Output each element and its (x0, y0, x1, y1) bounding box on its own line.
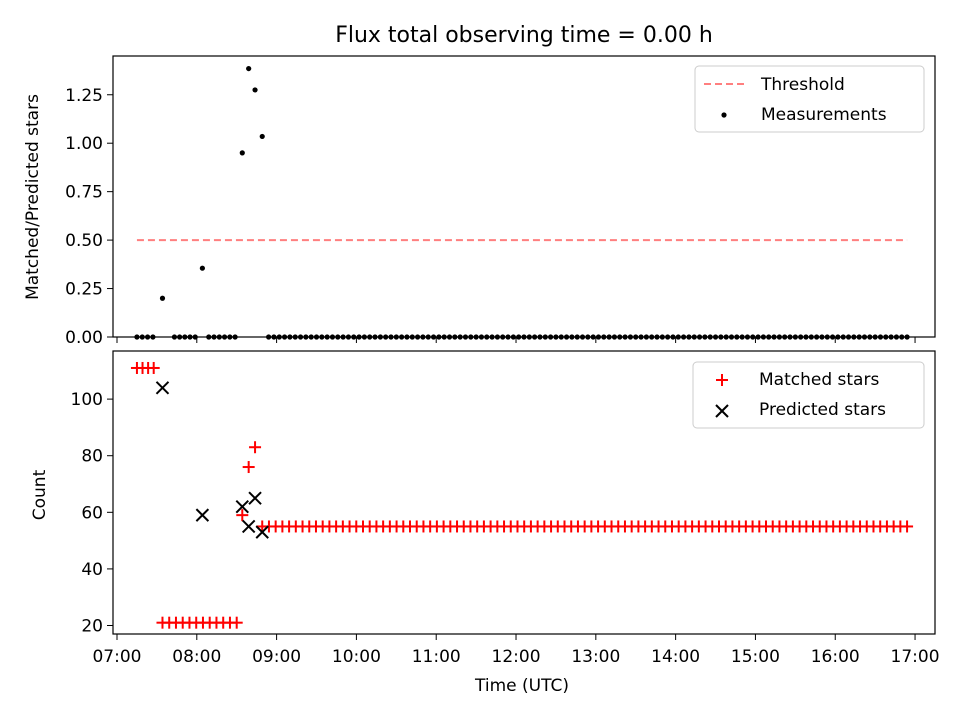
legend-predicted-swatch (715, 404, 729, 418)
bottom-plot-area: 20 40 60 80 100 07:00 08:00 09:00 10:00 11:00 12:0… (71, 361, 940, 667)
bottom-y-tick-label: 20 (81, 617, 103, 637)
top-y-tick-label: 0.25 (65, 280, 103, 300)
x-tick-label: 17:00 (891, 647, 940, 667)
top-y-tick-label: 0.75 (65, 183, 103, 203)
bottom-legend: Matched stars Predicted stars (692, 361, 925, 429)
predicted-star-point (241, 519, 256, 534)
top-y-axis-label: Matched/Predicted stars (23, 94, 43, 300)
top-panel: Flux total observing time = 0.00 h Match… (23, 23, 936, 348)
bottom-y-axis-label: Count (30, 469, 50, 520)
legend-matched-label: Matched stars (759, 370, 879, 390)
legend-threshold-label: Threshold (760, 75, 845, 95)
top-y-tick-label: 1.25 (65, 86, 103, 106)
x-tick-label: 12:00 (492, 647, 541, 667)
x-tick-label: 10:00 (332, 647, 381, 667)
x-tick-label: 11:00 (412, 647, 461, 667)
predicted-star-point (248, 491, 262, 505)
predicted-star-point (195, 508, 210, 522)
matched-star-point (230, 616, 243, 629)
matched-star-point (236, 509, 249, 522)
bottom-y-tick-label: 80 (81, 447, 103, 467)
top-legend-box (694, 65, 925, 133)
measurement-point (259, 133, 265, 140)
bottom-y-tick-label: 40 (81, 560, 103, 580)
top-y-tick-label: 1.00 (65, 134, 103, 154)
legend-measurements-swatch (721, 112, 727, 118)
top-y-tick-label: 0.50 (65, 231, 103, 251)
measurement-point (246, 65, 252, 72)
measurement-point (252, 87, 258, 93)
measurement-point (239, 150, 245, 156)
bottom-y-tick-label: 60 (81, 503, 103, 523)
x-tick-label: 15:00 (731, 647, 780, 667)
top-y-tick-label: 0.00 (65, 328, 103, 348)
x-tick-label: 07:00 (92, 647, 141, 667)
x-tick-label: 14:00 (651, 647, 700, 667)
bottom-axes-frame (112, 350, 936, 635)
bottom-legend-box (692, 361, 925, 429)
x-tick-label: 16:00 (811, 647, 860, 667)
x-axis-label: Time (UTC) (474, 676, 569, 696)
legend-predicted-label: Predicted stars (759, 400, 886, 420)
measurement-point (159, 295, 166, 301)
predicted-star-point (255, 525, 269, 539)
bottom-panel: Count Time (UTC) 20 40 60 80 100 07:00 08:00 09… (30, 350, 940, 696)
legend-measurements-label: Measurements (761, 105, 887, 125)
matched-star-point (242, 461, 255, 474)
matched-star-point (249, 441, 262, 454)
predicted-star-point (235, 499, 249, 514)
matched-star-point (147, 361, 160, 374)
chart-title: Flux total observing time = 0.00 h (335, 23, 713, 48)
x-tick-label: 08:00 (172, 647, 221, 667)
top-legend: Threshold Measurements (694, 65, 925, 133)
top-axes-frame (112, 55, 936, 338)
legend-matched-swatch (716, 374, 728, 386)
measurement-point (199, 265, 205, 271)
x-tick-label: 13:00 (571, 647, 620, 667)
predicted-star-point (155, 381, 170, 395)
matched-star-point (901, 520, 914, 533)
bottom-y-tick-label: 100 (71, 390, 103, 410)
x-tick-label: 09:00 (252, 647, 301, 667)
